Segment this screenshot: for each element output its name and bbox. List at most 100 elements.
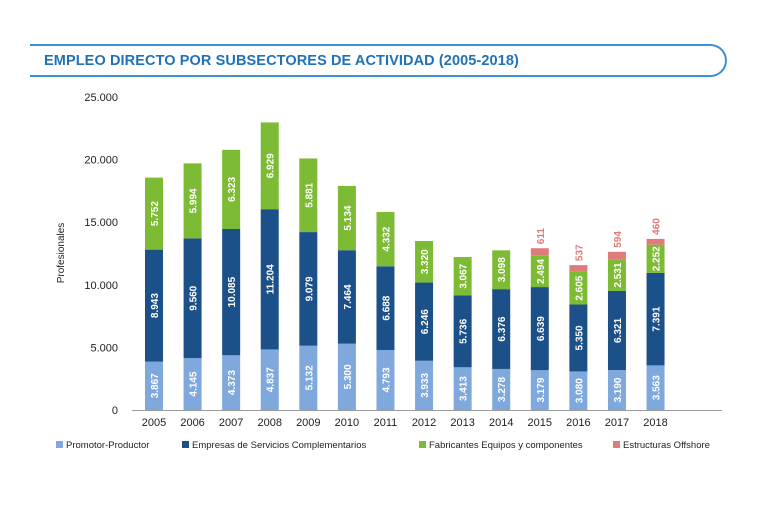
data-label: 3.080 xyxy=(574,378,585,403)
data-label: 6.688 xyxy=(381,295,392,320)
bar-segment xyxy=(145,177,163,250)
bar-segment xyxy=(299,232,318,346)
y-tick-label: 25.000 xyxy=(84,92,118,104)
data-label: 4.793 xyxy=(381,367,392,392)
data-label: 460 xyxy=(652,218,663,235)
bar-segment xyxy=(453,367,472,410)
legend-label: Empresas de Servicios Complementarios xyxy=(192,440,366,451)
bar-segment xyxy=(453,257,472,296)
bar-segment xyxy=(492,289,511,369)
x-tick-label: 2012 xyxy=(412,417,436,429)
y-tick-label: 15.000 xyxy=(84,217,118,229)
x-tick-label: 2009 xyxy=(296,417,320,429)
x-tick-label: 2018 xyxy=(643,417,667,429)
bar-segment xyxy=(376,349,395,410)
data-label: 6.323 xyxy=(227,176,238,201)
data-label: 10.085 xyxy=(227,276,238,307)
bar-segment xyxy=(646,244,665,273)
bar-segment xyxy=(530,287,549,371)
data-label: 5.134 xyxy=(343,205,354,230)
x-tick-label: 2006 xyxy=(180,417,204,429)
data-label: 3.190 xyxy=(613,377,624,402)
bar-segment xyxy=(607,370,626,410)
data-label: 5.994 xyxy=(189,188,200,213)
y-tick-label: 10.000 xyxy=(84,280,118,292)
bar-segment xyxy=(222,355,241,410)
data-label: 9.079 xyxy=(304,276,315,301)
data-label: 3.067 xyxy=(459,263,470,288)
bar-segment xyxy=(376,266,395,350)
bar-segment xyxy=(299,345,318,410)
data-label: 2.494 xyxy=(536,259,547,284)
data-label: 5.132 xyxy=(304,365,315,390)
bar-segment xyxy=(260,122,279,210)
bar-segment xyxy=(337,343,356,410)
chart-title-frame: EMPLEO DIRECTO POR SUBSECTORES DE ACTIVI… xyxy=(30,44,727,77)
data-label: 5.736 xyxy=(459,318,470,343)
data-label: 6.246 xyxy=(420,309,431,334)
data-label: 7.464 xyxy=(343,284,354,309)
data-label: 5.881 xyxy=(304,182,315,207)
data-label: 7.391 xyxy=(652,306,663,331)
bar-segment xyxy=(646,238,665,245)
bar-segment xyxy=(299,158,318,233)
data-label: 11.204 xyxy=(266,264,277,294)
bar-segment xyxy=(260,209,279,350)
data-label: 9.560 xyxy=(189,285,200,310)
data-label: 5.752 xyxy=(150,201,161,226)
y-axis-label: Profesionales xyxy=(56,223,67,284)
bar-segment xyxy=(145,361,163,410)
legend-label: Fabricantes Equipos y componentes xyxy=(429,440,583,451)
chart-title: EMPLEO DIRECTO POR SUBSECTORES DE ACTIVI… xyxy=(44,53,519,69)
axes: 0 5.000 10.000 15.000 20.000 25.000 Profesiona… xyxy=(56,92,722,429)
data-label: 8.943 xyxy=(150,293,161,318)
data-label: 6.376 xyxy=(497,316,508,341)
legend-label: Estructuras Offshore xyxy=(623,440,710,451)
data-label: 4.145 xyxy=(189,371,200,396)
data-label: 3.278 xyxy=(497,377,508,402)
bar-segment xyxy=(607,251,626,260)
y-tick-label: 5.000 xyxy=(90,342,118,354)
data-label: 594 xyxy=(613,231,624,248)
x-tick-label: 2008 xyxy=(257,417,281,429)
bar-segment xyxy=(222,228,241,356)
x-tick-label: 2013 xyxy=(450,417,474,429)
x-tick-label: 2005 xyxy=(142,417,166,429)
y-tick-label: 20.000 xyxy=(84,155,118,167)
data-label: 4.332 xyxy=(381,226,392,251)
data-label: 6.639 xyxy=(536,316,547,341)
data-label: 611 xyxy=(536,228,547,245)
data-label: 5.350 xyxy=(574,325,585,350)
bar-segment xyxy=(646,365,665,410)
bar-segment xyxy=(569,304,588,372)
bar-segment xyxy=(376,212,395,267)
bar-segment xyxy=(530,248,549,256)
bar-segment xyxy=(145,249,163,362)
bar-segment xyxy=(607,290,626,371)
bar-segment xyxy=(222,149,241,229)
bar-segment xyxy=(183,358,202,410)
x-tick-label: 2015 xyxy=(528,417,552,429)
data-label: 4.837 xyxy=(266,367,277,392)
x-tick-label: 2017 xyxy=(605,417,629,429)
bar-segment xyxy=(492,368,511,410)
bar-segment xyxy=(337,185,356,251)
data-label: 2.531 xyxy=(613,262,624,287)
bar-segment xyxy=(453,295,472,368)
data-label: 3.098 xyxy=(497,257,508,282)
legend-swatch xyxy=(419,441,426,448)
bar-segment xyxy=(415,360,434,410)
data-label: 537 xyxy=(574,244,585,261)
bar-segment xyxy=(607,259,626,291)
data-label: 2.252 xyxy=(652,246,663,271)
y-tick-label: 0 xyxy=(112,405,118,417)
bar-segment xyxy=(530,370,549,410)
bar-segment xyxy=(569,265,588,272)
legend-swatch xyxy=(56,441,63,448)
data-label: 3.867 xyxy=(150,373,161,398)
legend-swatch xyxy=(613,441,620,448)
bar-segment xyxy=(260,349,279,410)
x-tick-label: 2007 xyxy=(219,417,243,429)
legend-swatch xyxy=(182,441,189,448)
